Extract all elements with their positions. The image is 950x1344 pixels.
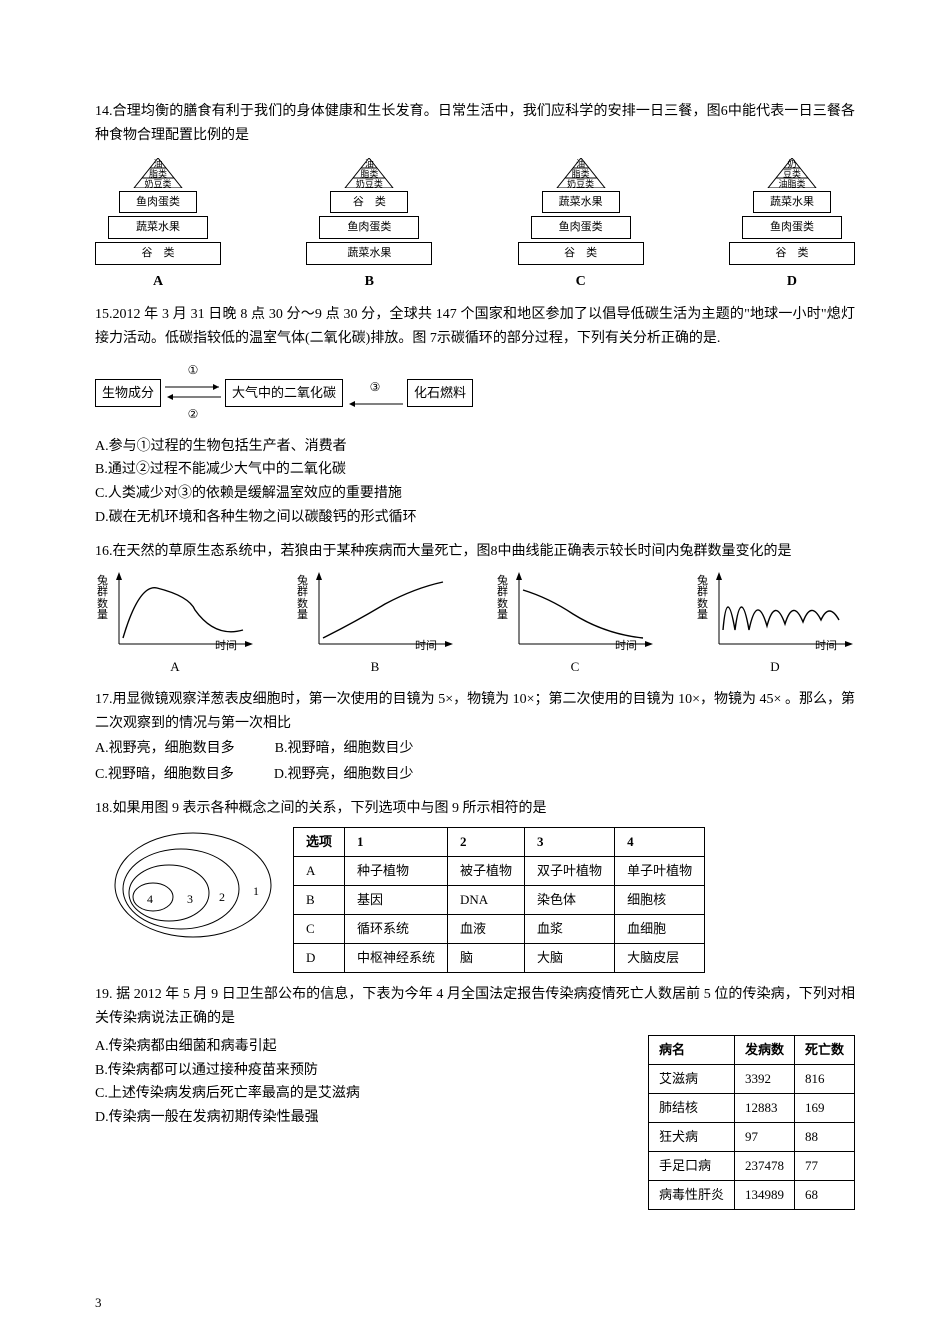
q15: 15.2012 年 3 月 31 日晚 8 点 30 分～9 点 30 分，全球… <box>95 303 855 529</box>
q19-table: 病名发病数死亡数艾滋病3392816肺结核12883169狂犬病9788手足口病… <box>648 1035 855 1211</box>
q14: 14.合理均衡的膳食有利于我们的身体健康和生长发育。日常生活中，我们应科学的安排… <box>95 100 855 293</box>
q15-flow: 生物成分 ① ② 大气中的二氧化碳 ③ 化石燃料 <box>95 359 855 427</box>
q14-stem: 14.合理均衡的膳食有利于我们的身体健康和生长发育。日常生活中，我们应科学的安排… <box>95 100 855 148</box>
pyramid-A: 油脂类奶豆类鱼肉蛋类蔬菜水果谷 类A <box>95 158 221 294</box>
q15-stem: 15.2012 年 3 月 31 日晚 8 点 30 分～9 点 30 分，全球… <box>95 303 855 351</box>
q19-stem: 19. 据 2012 年 5 月 9 日卫生部公布的信息，下表为今年 4 月全国… <box>95 983 855 1031</box>
q15-opts: A.参与①过程的生物包括生产者、消费者 B.通过②过程不能减少大气中的二氧化碳 … <box>95 435 855 530</box>
q18-venn: 4 3 2 1 <box>95 827 275 943</box>
page-number: 3 <box>95 1292 102 1314</box>
q16: 16.在天然的草原生态系统中，若狼由于某种疾病而大量死亡，图8中曲线能正确表示较… <box>95 540 855 678</box>
flow-arrows-12: ① ② <box>161 359 225 427</box>
flow-box2: 大气中的二氧化碳 <box>225 379 343 407</box>
curve-C: 兔群数量时间C <box>495 570 655 678</box>
pyramid-B: 油脂类奶豆类谷 类鱼肉蛋类蔬菜水果B <box>306 158 432 294</box>
flow-box1: 生物成分 <box>95 379 161 407</box>
pyramid-D: 奶豆类油脂类蔬菜水果鱼肉蛋类谷 类D <box>729 158 855 294</box>
q17-stem: 17.用显微镜观察洋葱表皮细胞时，第一次使用的目镜为 5×，物镜为 10×；第二… <box>95 688 855 736</box>
q17-row2: C.视野暗，细胞数目多 D.视野亮，细胞数目少 <box>95 763 855 787</box>
q19-opts: A.传染病都由细菌和病毒引起 B.传染病都可以通过接种疫苗来预防 C.上述传染病… <box>95 1035 628 1130</box>
q16-curves: 兔群数量时间A 兔群数量时间B 兔群数量时间C 兔群数量时间D <box>95 570 855 678</box>
q18-table: 选项1234A种子植物被子植物双子叶植物单子叶植物B基因DNA染色体细胞核C循环… <box>293 827 705 973</box>
q14-pyramids: 油脂类奶豆类鱼肉蛋类蔬菜水果谷 类A 油脂类奶豆类谷 类鱼肉蛋类蔬菜水果B 油脂类奶… <box>95 158 855 294</box>
q19: 19. 据 2012 年 5 月 9 日卫生部公布的信息，下表为今年 4 月全国… <box>95 983 855 1210</box>
q18: 18.如果用图 9 表示各种概念之间的关系，下列选项中与图 9 所示相符的是 4… <box>95 797 855 973</box>
flow-arrow-3: ③ <box>343 376 407 410</box>
curve-D: 兔群数量时间D <box>695 570 855 678</box>
q18-stem: 18.如果用图 9 表示各种概念之间的关系，下列选项中与图 9 所示相符的是 <box>95 797 855 821</box>
pyramid-C: 油脂类奶豆类蔬菜水果鱼肉蛋类谷 类C <box>518 158 644 294</box>
flow-box3: 化石燃料 <box>407 379 473 407</box>
q16-stem: 16.在天然的草原生态系统中，若狼由于某种疾病而大量死亡，图8中曲线能正确表示较… <box>95 540 855 564</box>
q17: 17.用显微镜观察洋葱表皮细胞时，第一次使用的目镜为 5×，物镜为 10×；第二… <box>95 688 855 787</box>
curve-B: 兔群数量时间B <box>295 570 455 678</box>
curve-A: 兔群数量时间A <box>95 570 255 678</box>
q17-row1: A.视野亮，细胞数目多 B.视野暗，细胞数目少 <box>95 737 855 761</box>
